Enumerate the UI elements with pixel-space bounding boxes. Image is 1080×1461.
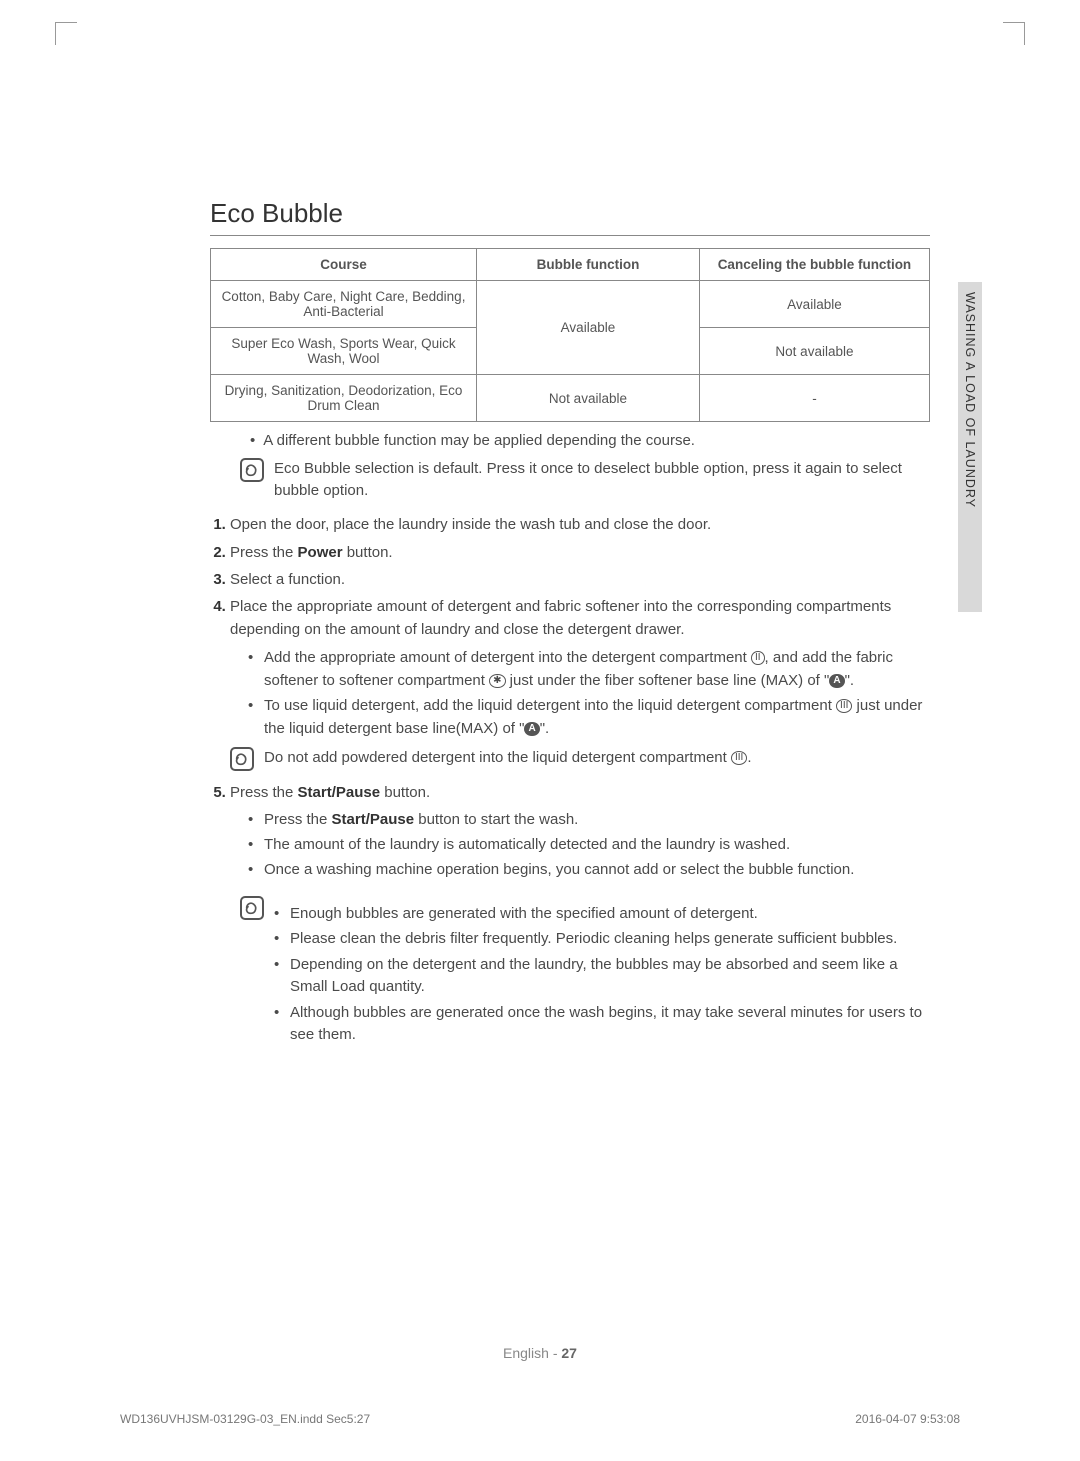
footnote-text: A different bubble function may be appli…	[263, 430, 695, 452]
step-3: Select a function.	[230, 568, 930, 591]
instruction-steps: Open the door, place the laundry inside …	[230, 513, 930, 881]
final-note-3: Depending on the detergent and the laund…	[274, 954, 930, 999]
cell: Available	[699, 281, 929, 328]
note-no-powder: Do not add powdered detergent into the l…	[230, 747, 930, 771]
step-5: Press the Start/Pause button. Press the …	[230, 781, 930, 882]
table-footnote: A different bubble function may be appli…	[250, 430, 930, 452]
step-2: Press the Power button.	[230, 541, 930, 564]
compartment-icon-ii: II	[751, 651, 765, 665]
step-4: Place the appropriate amount of detergen…	[230, 595, 930, 771]
cell: Super Eco Wash, Sports Wear, Quick Wash,…	[211, 328, 477, 375]
note-text: Do not add powdered detergent into the l…	[264, 747, 752, 769]
marker-a-icon: A	[524, 722, 539, 736]
page-title: Eco Bubble	[210, 198, 930, 236]
step-5-sub-3: Once a washing machine operation begins,…	[248, 858, 930, 881]
cell: Cotton, Baby Care, Night Care, Bedding, …	[211, 281, 477, 328]
step-4-sub-2: To use liquid detergent, add the liquid …	[248, 694, 930, 741]
note-icon	[240, 896, 264, 920]
cell: Drying, Sanitization, Deodorization, Eco…	[211, 375, 477, 422]
footer-lang: English	[503, 1345, 549, 1361]
section-tab: WASHING A LOAD OF LAUNDRY	[958, 282, 982, 612]
compartment-icon-softener: ✱	[489, 674, 505, 688]
cell: -	[699, 375, 929, 422]
marker-a-icon: A	[829, 674, 844, 688]
compartment-icon-iii: III	[836, 699, 852, 713]
note-text: Eco Bubble selection is default. Press i…	[274, 458, 930, 502]
step-5-sub-1: Press the Start/Pause button to start th…	[248, 808, 930, 831]
step-4-sub-1: Add the appropriate amount of detergent …	[248, 646, 930, 693]
print-meta-line: WD136UVHJSM-03129G-03_EN.indd Sec5:27 20…	[120, 1412, 960, 1426]
compartment-icon-iii: III	[731, 751, 747, 765]
step-1: Open the door, place the laundry inside …	[230, 513, 930, 536]
step-5-sub-2: The amount of the laundry is automatical…	[248, 833, 930, 856]
note-icon	[230, 747, 254, 771]
bullet-icon	[250, 430, 255, 452]
th-bubble: Bubble function	[477, 249, 700, 281]
final-note-2: Please clean the debris filter frequentl…	[274, 928, 930, 951]
footer-page-number: 27	[561, 1345, 577, 1361]
print-file: WD136UVHJSM-03129G-03_EN.indd Sec5:27	[120, 1412, 370, 1426]
bubble-function-table: Course Bubble function Canceling the bub…	[210, 248, 930, 422]
final-notes: Enough bubbles are generated with the sp…	[240, 896, 930, 1050]
final-note-4: Although bubbles are generated once the …	[274, 1002, 930, 1047]
note-icon	[240, 458, 264, 482]
cell: Available	[477, 281, 700, 375]
final-note-1: Enough bubbles are generated with the sp…	[274, 903, 930, 926]
note-eco-default: Eco Bubble selection is default. Press i…	[240, 458, 930, 502]
print-date: 2016-04-07 9:53:08	[855, 1412, 960, 1426]
th-cancel: Canceling the bubble function	[699, 249, 929, 281]
th-course: Course	[211, 249, 477, 281]
final-notes-list: Enough bubbles are generated with the sp…	[274, 900, 930, 1050]
cell: Not available	[699, 328, 929, 375]
page-content: Eco Bubble Course Bubble function Cancel…	[210, 198, 930, 1062]
section-tab-label: WASHING A LOAD OF LAUNDRY	[963, 292, 977, 508]
cell: Not available	[477, 375, 700, 422]
page-footer: English - 27	[0, 1345, 1080, 1361]
